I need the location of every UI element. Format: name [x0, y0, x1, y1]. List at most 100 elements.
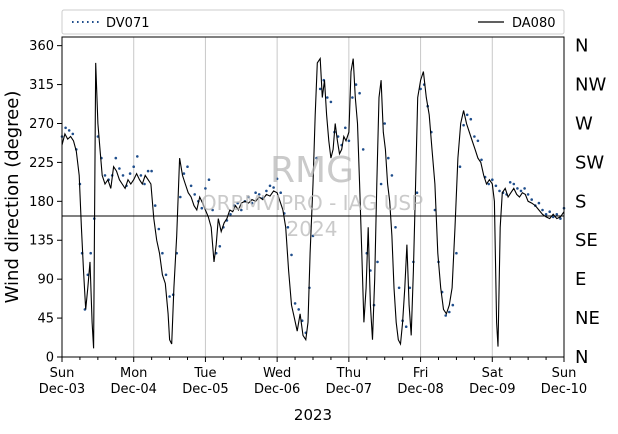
y-axis-title: Wind direction (degree): [2, 91, 23, 304]
dv071-point-26: [150, 169, 153, 173]
x-tick-date-4: Dec-07: [326, 382, 372, 397]
compass-label-1: NE: [575, 308, 600, 329]
dv071-point-136: [544, 213, 548, 216]
dv071-point-31: [168, 295, 171, 298]
dv071-point-35: [182, 172, 186, 175]
dv071-point-80: [344, 126, 347, 130]
grid-lines: [133, 37, 493, 357]
dv071-point-22: [136, 155, 139, 158]
dv071-point-30: [164, 273, 168, 277]
dv071-point-71: [311, 234, 315, 238]
dv071-point-65: [290, 253, 293, 257]
y-tick-label-3: 135: [29, 234, 54, 249]
dv071-point-54: [250, 201, 254, 205]
dv071-point-43: [211, 208, 214, 212]
dv071-point-48: [229, 213, 232, 216]
dv071-point-75: [326, 96, 329, 99]
dv071-point-114: [465, 113, 469, 117]
dv071-point-98: [408, 286, 412, 290]
dv071-point-129: [519, 189, 523, 193]
series-da080: [61, 56, 565, 349]
dv071-point-127: [512, 182, 516, 186]
y-tick-label-8: 360: [29, 39, 54, 54]
dv071-point-134: [537, 201, 541, 205]
dv071-point-94: [394, 226, 397, 229]
dv071-point-64: [286, 226, 290, 229]
x-tick-day-3: Wed: [263, 366, 291, 381]
x-axis-title: 2023: [294, 406, 332, 424]
dv071-point-131: [526, 193, 530, 196]
dv071-point-1: [64, 126, 67, 130]
dv071-point-118: [480, 158, 483, 162]
x-tick-date-2: Dec-05: [182, 382, 228, 397]
dv071-point-66: [293, 302, 297, 305]
dv071-point-36: [186, 165, 189, 168]
x-tick-date-7: Dec-10: [541, 382, 587, 397]
compass-label-5: SW: [575, 152, 604, 173]
dv071-point-110: [451, 303, 455, 307]
dv071-point-140: [559, 217, 562, 220]
x-tick-day-2: Tue: [193, 366, 216, 381]
dv071-point-138: [551, 215, 555, 219]
dv071-point-135: [541, 208, 544, 212]
dv071-point-51: [240, 208, 243, 212]
dv071-point-17: [118, 167, 121, 170]
dv071-point-76: [329, 100, 333, 104]
dv071-point-25: [146, 169, 150, 173]
axes: 04590135180225270315360SunDec-03MonDec-0…: [29, 36, 606, 397]
dv071-point-9: [89, 251, 92, 255]
legend-label-da080: DA080: [512, 16, 556, 31]
dv071-point-16: [114, 156, 118, 160]
x-tick-day-7: Sun: [552, 366, 577, 381]
compass-label-8: N: [575, 36, 588, 57]
dv071-point-109: [448, 310, 451, 314]
dv071-point-97: [404, 325, 408, 329]
dv071-point-28: [157, 227, 161, 231]
dv071-point-82: [351, 96, 354, 99]
dv071-point-29: [161, 251, 164, 255]
x-tick-date-5: Dec-08: [397, 382, 443, 397]
dv071-point-60: [272, 186, 275, 189]
dv071-point-50: [236, 201, 239, 205]
dv071-point-62: [279, 191, 283, 194]
series-dv071: [60, 78, 566, 335]
dv071-point-130: [523, 187, 526, 190]
legend: DV071 DA080: [61, 9, 565, 35]
dv071-point-73: [318, 87, 322, 91]
dv071-point-2: [67, 129, 71, 132]
dv071-point-123: [498, 189, 501, 193]
dv071-point-122: [494, 184, 498, 188]
compass-label-2: E: [575, 269, 586, 290]
x-tick-day-6: Sat: [482, 366, 503, 381]
legend-label-dv071: DV071: [106, 16, 150, 31]
watermark: RMG ORBMVIPRO - IAG USP 2024: [201, 150, 423, 241]
dv071-point-93: [390, 174, 394, 177]
x-tick-date-3: Dec-06: [254, 382, 300, 397]
y-tick-label-5: 225: [29, 156, 54, 171]
dv071-point-53: [247, 195, 250, 199]
watermark-logo: RMG: [270, 150, 354, 191]
dv071-point-24: [143, 182, 146, 186]
dv071-point-112: [458, 165, 462, 168]
dv071-point-55: [254, 191, 257, 194]
dv071-point-81: [347, 139, 351, 143]
dv071-point-38: [193, 193, 196, 196]
dv071-point-45: [218, 245, 222, 248]
dv071-point-40: [200, 206, 204, 210]
dv071-point-90: [379, 182, 383, 186]
watermark-year: 2024: [287, 217, 338, 241]
dv071-point-21: [132, 165, 135, 168]
dv071-point-115: [469, 117, 473, 121]
dv071-point-89: [376, 260, 379, 264]
y-tick-label-2: 90: [37, 273, 54, 288]
compass-label-6: W: [575, 113, 593, 134]
dv071-point-83: [354, 83, 358, 86]
x-tick-day-4: Thu: [336, 366, 361, 381]
x-tick-date-0: Dec-03: [39, 382, 85, 397]
dv071-point-132: [530, 198, 533, 201]
dv071-point-101: [419, 87, 422, 91]
dv071-point-84: [358, 91, 361, 95]
dv071-point-61: [275, 177, 279, 181]
y-tick-label-6: 270: [29, 117, 54, 132]
